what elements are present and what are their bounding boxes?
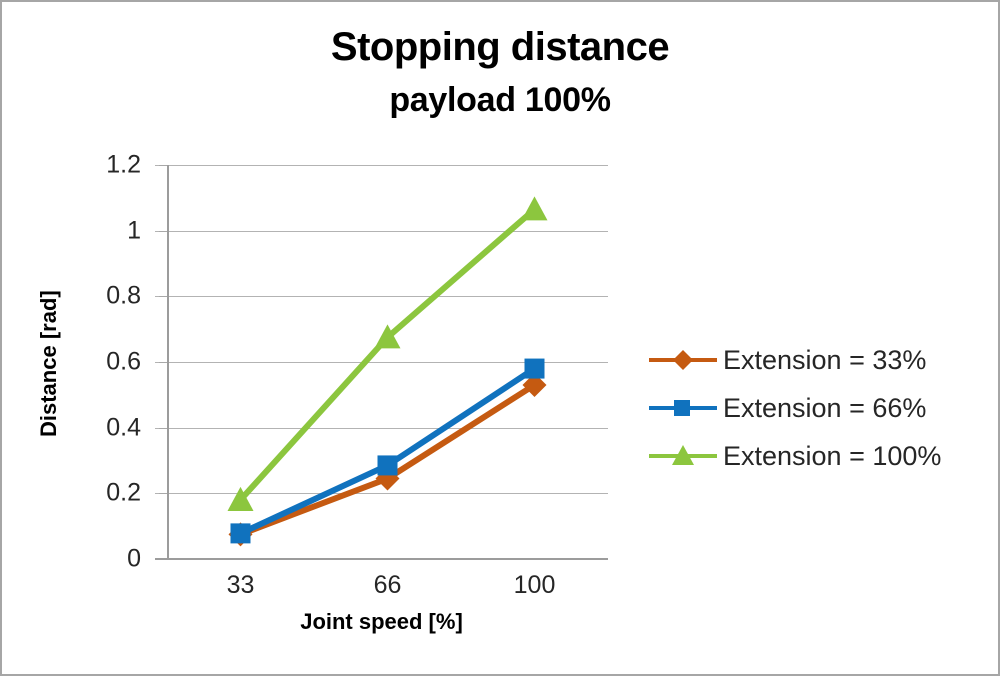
x-axis-tick-label: 100 xyxy=(513,571,556,599)
legend-key-square-icon xyxy=(647,393,719,423)
gridline xyxy=(155,362,608,363)
data-point-marker xyxy=(521,196,548,221)
y-axis-tick xyxy=(159,427,168,429)
chart-title: Stopping distance xyxy=(330,25,670,69)
data-series xyxy=(227,196,548,511)
y-axis-tick xyxy=(159,296,168,298)
data-point-marker xyxy=(524,358,545,379)
x-axis-tick-label: 33 xyxy=(226,571,255,599)
y-axis-tick-label: 0 xyxy=(127,544,141,573)
y-axis-tick xyxy=(159,493,168,495)
legend: Extension = 33% Extension = 66% Extension … xyxy=(647,336,992,480)
data-point-marker xyxy=(522,372,547,397)
gridline xyxy=(155,296,608,298)
y-axis-tick-label: 0.2 xyxy=(106,478,141,507)
legend-item[interactable]: Extension = 66% xyxy=(647,384,992,432)
y-axis-tick-label: 0.4 xyxy=(106,413,141,442)
y-axis-line xyxy=(167,165,169,559)
data-point-marker xyxy=(227,486,254,511)
x-axis-title: Joint speed [%] xyxy=(300,609,463,634)
y-axis-tick-label: 0.6 xyxy=(106,347,141,376)
legend-item-label: Extension = 66% xyxy=(723,392,927,423)
gridline xyxy=(155,165,608,166)
data-point-marker xyxy=(374,324,401,349)
legend-key-triangle-icon xyxy=(647,441,719,471)
gridline xyxy=(155,427,608,429)
y-axis-title: Distance [rad] xyxy=(36,290,61,438)
legend-item-label: Extension = 33% xyxy=(723,344,927,375)
gridline xyxy=(155,230,608,232)
chart-subtitle: payload 100% xyxy=(389,81,611,119)
y-axis-tick xyxy=(159,165,168,166)
legend-key-diamond-icon xyxy=(647,345,719,375)
y-axis-tick xyxy=(159,362,168,363)
data-series-layer xyxy=(227,196,548,547)
legend-item[interactable]: Extension = 100% xyxy=(647,432,992,480)
x-axis-line xyxy=(155,558,608,560)
y-axis-tick-label: 1.2 xyxy=(106,150,141,179)
y-axis-tick xyxy=(159,230,168,232)
y-axis-tick-label: 1 xyxy=(127,216,141,245)
gridline xyxy=(155,493,608,495)
legend-item-label: Extension = 100% xyxy=(723,440,942,471)
data-point-marker xyxy=(230,523,251,544)
plot-area: 0 0.2 0.4 0.6 0.8 1 1.2 33 66 100 xyxy=(106,151,608,599)
y-axis-tick-label: 0.8 xyxy=(106,281,141,310)
x-axis-tick-label: 66 xyxy=(373,571,402,599)
data-series xyxy=(230,358,545,544)
data-point-marker xyxy=(377,455,398,476)
legend-item[interactable]: Extension = 33% xyxy=(647,336,992,384)
